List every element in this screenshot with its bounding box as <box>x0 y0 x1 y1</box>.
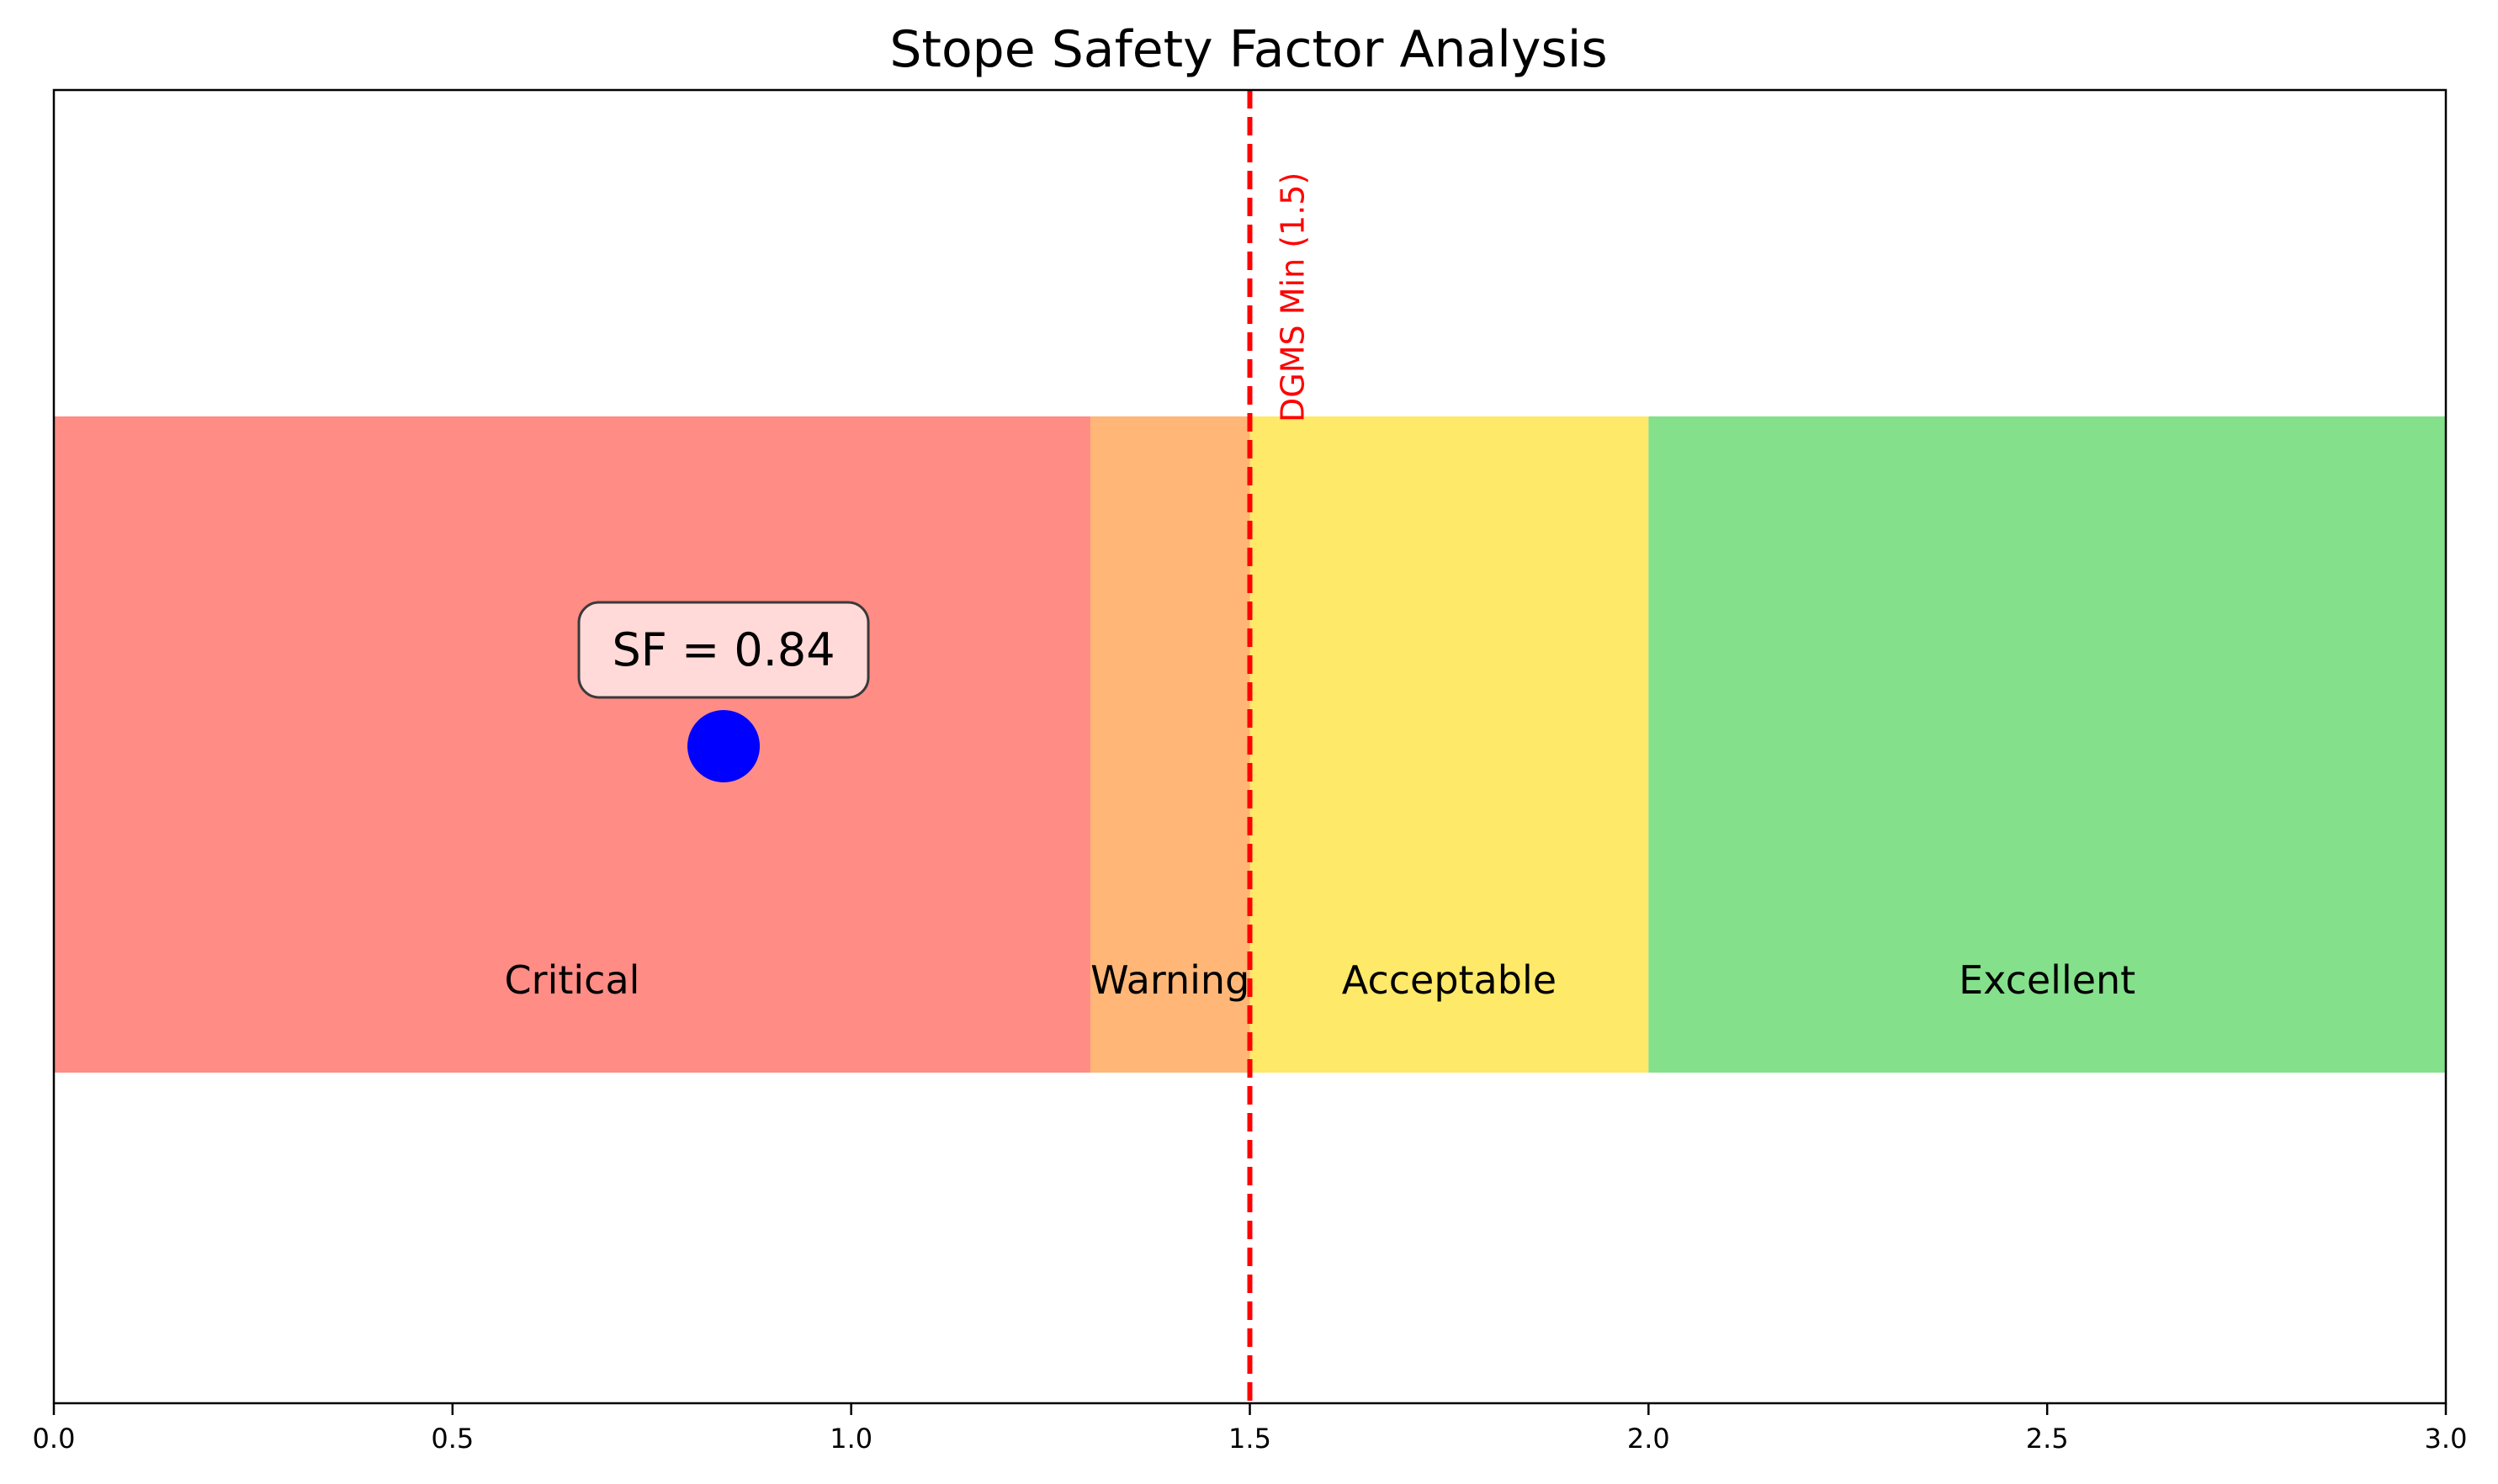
safety-factor-label-box <box>577 601 870 699</box>
x-tick-label: 3.0 <box>2425 1423 2468 1455</box>
marker-layer: SF = 0.84 <box>577 601 870 782</box>
x-tick-label: 2.0 <box>1627 1423 1670 1455</box>
x-tick-label: 2.5 <box>2026 1423 2069 1455</box>
safety-factor-marker <box>687 710 761 782</box>
threshold-label: DGMS Min (1.5) <box>1275 172 1312 422</box>
zone-acceptable <box>1249 416 1649 1073</box>
zone-warning <box>1090 416 1250 1073</box>
x-axis: 0.0 0.5 1.0 1.5 2.0 2.5 3.0 <box>33 1403 2468 1455</box>
chart-title: Stope Safety Factor Analysis <box>889 20 1607 79</box>
zone-label-critical: Critical <box>505 957 640 1003</box>
zone-critical <box>54 416 1090 1073</box>
zone-label-excellent: Excellent <box>1959 957 2135 1003</box>
zone-label-warning: Warning <box>1090 957 1249 1003</box>
safety-factor-label: SF = 0.84 <box>612 623 835 676</box>
threshold-layer: DGMS Min (1.5) <box>1247 90 1312 1403</box>
x-tick-label: 0.0 <box>33 1423 76 1455</box>
x-tick-label: 0.5 <box>431 1423 474 1455</box>
x-tick-label: 1.0 <box>830 1423 872 1455</box>
x-tick-label: 1.5 <box>1228 1423 1271 1455</box>
zone-excellent <box>1648 416 2446 1073</box>
zones-layer: Critical Warning Acceptable Excellent <box>54 416 2446 1073</box>
zone-label-acceptable: Acceptable <box>1342 957 1557 1003</box>
